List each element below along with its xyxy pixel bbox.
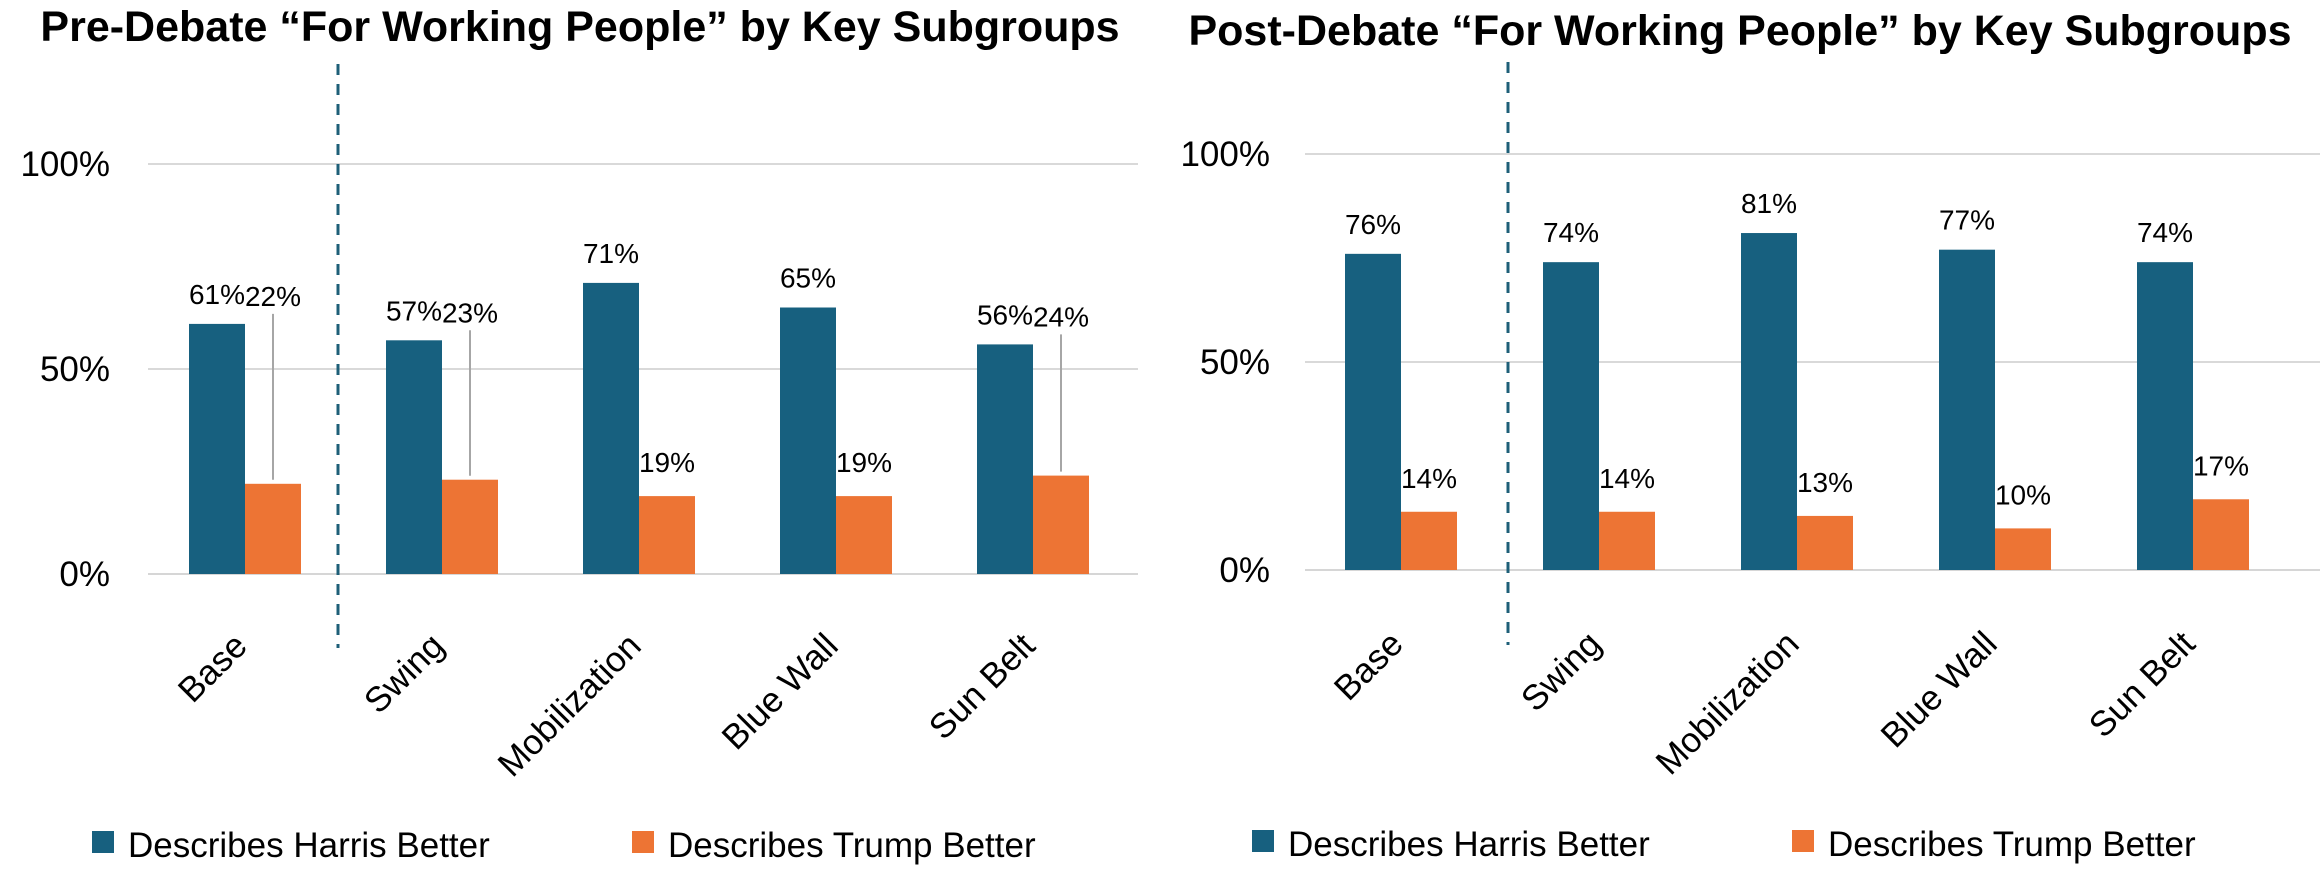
chart-panel-pre-debate: Pre-Debate “For Working People” by Key S…: [20, 3, 1138, 865]
bar-harris: [583, 282, 639, 574]
chart-title: Post-Debate “For Working People” by Key …: [1188, 7, 2292, 55]
data-label: 74%: [2137, 217, 2193, 248]
category-label: Sun Belt: [2082, 624, 2203, 745]
bar-harris: [1939, 249, 1995, 570]
data-label: 19%: [639, 447, 695, 478]
data-label: 14%: [1599, 463, 1655, 494]
data-label: 71%: [583, 238, 639, 269]
bar-trump: [1033, 475, 1089, 574]
bar-trump: [2193, 499, 2249, 570]
category-label: Sun Belt: [922, 626, 1043, 747]
legend-label: Describes Harris Better: [1288, 825, 1650, 864]
category-label: Swing: [1514, 624, 1609, 719]
category-label: Base: [1327, 624, 1411, 708]
legend-item: Describes Harris Better: [92, 826, 490, 865]
category-label: Blue Wall: [714, 626, 845, 757]
data-label: 61%: [189, 279, 245, 310]
category-label: Mobilization: [490, 626, 648, 784]
y-tick-label: 50%: [1200, 343, 1270, 382]
category-label: Base: [171, 626, 255, 710]
chart-panel-post-debate: Post-Debate “For Working People” by Key …: [1160, 0, 2320, 878]
bar-trump: [639, 496, 695, 574]
legend-item: Describes Trump Better: [1792, 825, 2196, 864]
legend-item: Describes Harris Better: [1252, 825, 1650, 864]
y-tick-label: 0%: [1219, 551, 1270, 590]
data-label: 19%: [836, 447, 892, 478]
data-label: 10%: [1995, 479, 2051, 510]
bar-trump: [1401, 511, 1457, 570]
data-label: 24%: [1033, 301, 1089, 332]
category-label: Swing: [357, 626, 452, 721]
bar-harris: [189, 323, 245, 574]
data-label: 81%: [1741, 188, 1797, 219]
data-label: 23%: [442, 297, 498, 328]
data-label: 76%: [1345, 209, 1401, 240]
y-tick-label: 100%: [1180, 135, 1270, 174]
chart-title: Pre-Debate “For Working People” by Key S…: [40, 3, 1120, 51]
data-label: 74%: [1543, 217, 1599, 248]
bar-harris: [1741, 233, 1797, 571]
data-label: 57%: [386, 295, 442, 326]
data-label: 13%: [1797, 467, 1853, 498]
category-label: Blue Wall: [1873, 624, 2004, 755]
bar-harris: [977, 344, 1033, 574]
y-tick-label: 50%: [40, 350, 110, 389]
bar-harris: [1543, 262, 1599, 570]
bar-chart-post-debate: 0% 50% 100% 76% 14% Base 74% 14% Swing 81% 13% Mobi…: [1180, 62, 2320, 864]
legend-swatch: [1792, 830, 1814, 852]
bar-trump: [1797, 515, 1853, 570]
data-label: 56%: [977, 299, 1033, 330]
bar-trump: [245, 483, 301, 574]
legend-swatch: [92, 831, 114, 853]
data-label: 22%: [245, 281, 301, 312]
legend-label: Describes Trump Better: [1828, 825, 2196, 864]
legend-label: Describes Harris Better: [128, 826, 490, 865]
bar-trump: [442, 479, 498, 574]
category-label: Mobilization: [1648, 624, 1806, 782]
y-tick-label: 100%: [20, 145, 110, 184]
bar-trump: [1599, 511, 1655, 570]
bar-harris: [386, 340, 442, 574]
data-label: 14%: [1401, 463, 1457, 494]
data-label: 65%: [780, 263, 836, 294]
bar-chart-pre-debate: 0% 50% 100% 61% 22% Base 57% 23% Swing 71% 19% Mobi…: [20, 64, 1138, 865]
legend-label: Describes Trump Better: [668, 826, 1036, 865]
bar-trump: [836, 496, 892, 574]
data-label: 17%: [2193, 450, 2249, 481]
legend-item: Describes Trump Better: [632, 826, 1036, 865]
data-label: 77%: [1939, 205, 1995, 236]
bar-harris: [1345, 253, 1401, 570]
legend-swatch: [632, 831, 654, 853]
legend-swatch: [1252, 830, 1274, 852]
bar-harris: [2137, 262, 2193, 570]
y-tick-label: 0%: [59, 555, 110, 594]
bar-harris: [780, 307, 836, 574]
bar-trump: [1995, 528, 2051, 570]
